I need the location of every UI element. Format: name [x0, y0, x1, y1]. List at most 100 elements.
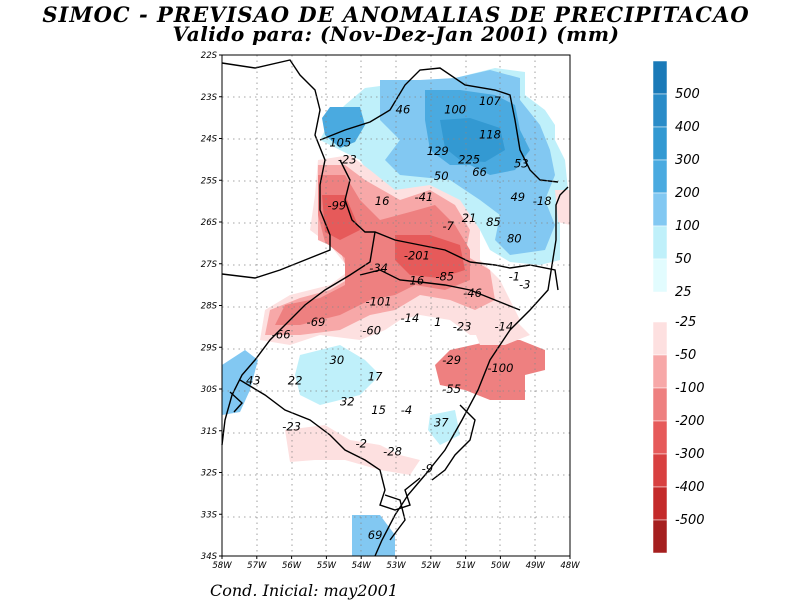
anomaly-value-label: -23 — [338, 152, 357, 166]
positive-region-ne-300 — [440, 118, 505, 162]
anomaly-value-label: -1 — [509, 269, 520, 283]
lat-tick-label: 32S — [201, 469, 218, 479]
anomaly-value-label: 30 — [330, 353, 345, 367]
lon-tick-label: 57W — [247, 561, 267, 571]
border-pr-sc — [469, 261, 559, 291]
map-title: SIMOC - PREVISAO DE ANOMALIAS DE PRECIPI… — [42, 2, 750, 27]
colorbar-label: 300 — [675, 153, 700, 168]
colorbar-swatch — [652, 93, 668, 128]
anomaly-value-label: -18 — [533, 194, 552, 208]
border-paranapanema — [319, 67, 559, 183]
anomaly-value-label: 49 — [510, 190, 525, 204]
anomaly-value-label: -100 — [487, 361, 513, 375]
colorbar-swatch — [652, 321, 668, 356]
anomaly-value-label: -69 — [307, 315, 326, 329]
border-uruguay-east — [384, 494, 406, 541]
colorbar-swatch — [652, 387, 668, 422]
colorbar-label: -300 — [675, 447, 705, 462]
anomaly-value-label: 17 — [368, 369, 383, 383]
anomaly-value-label: -23 — [453, 319, 472, 333]
anomaly-shading-layer — [222, 68, 570, 556]
anomaly-value-label: -99 — [327, 198, 346, 212]
anomaly-value-label: 37 — [434, 415, 449, 429]
lat-tick-label: 27S — [201, 260, 218, 270]
border-west-north — [221, 59, 331, 279]
anomaly-value-label: -23 — [282, 420, 301, 434]
colorbar-label: 100 — [675, 219, 700, 234]
anomaly-value-label: -29 — [442, 353, 461, 367]
colorbar-swatch — [652, 60, 668, 95]
anomaly-value-label: 105 — [329, 136, 351, 150]
coastline — [374, 186, 569, 557]
colorbar-swatch — [652, 258, 668, 293]
colorbar-swatch — [652, 354, 668, 389]
lat-tick-label: 29S — [201, 343, 218, 353]
map-subtitle: Valido para: (Nov-Dez-Jan 2001) (mm) — [172, 22, 620, 46]
colorbar-label: -50 — [675, 348, 696, 363]
anomaly-value-label: 85 — [486, 215, 501, 229]
colorbar: 500 400 300 200 100 50 25 -25 -50 -100 -200 -300 -40… — [652, 60, 705, 554]
border-uruguay-river — [221, 231, 376, 446]
anomaly-value-label: -85 — [435, 269, 454, 283]
anomaly-value-label: -4 — [401, 403, 412, 417]
anomaly-value-label: -7 — [442, 219, 454, 233]
positive-region-south — [352, 515, 395, 556]
anomaly-value-label: 100 — [444, 102, 466, 116]
lon-tick-label: 52W — [421, 561, 441, 571]
anomaly-value-label: -14 — [401, 311, 420, 325]
lon-tick-label: 50W — [491, 561, 511, 571]
lat-tick-label: 22S — [201, 51, 218, 61]
lon-tick-label: 53W — [386, 561, 406, 571]
negative-region-main-200 — [322, 195, 360, 240]
anomaly-value-label: 50 — [434, 169, 449, 183]
anomaly-value-label: -60 — [362, 324, 381, 338]
anomaly-value-label: -201 — [404, 248, 430, 262]
anomaly-value-label: -34 — [369, 261, 388, 275]
anomaly-value-label: 80 — [507, 232, 522, 246]
anomaly-value-label: -41 — [414, 190, 433, 204]
anomaly-value-label: 53 — [514, 157, 529, 171]
lat-lon-grid — [222, 55, 570, 556]
lat-tick-label: 25S — [201, 176, 218, 186]
lat-tick-label: 26S — [201, 218, 218, 228]
lon-tick-label: 56W — [282, 561, 302, 571]
anomaly-value-label: 225 — [458, 152, 480, 166]
colorbar-label: 50 — [675, 252, 692, 267]
colorbar-label: 500 — [675, 87, 700, 102]
anomaly-value-label: -2 — [355, 436, 366, 450]
lon-tick-label: 51W — [456, 561, 476, 571]
anomaly-value-label: 129 — [427, 144, 449, 158]
anomaly-value-label: 15 — [371, 403, 386, 417]
initial-condition-note: Cond. Inicial: may2001 — [210, 581, 399, 600]
lat-tick-label: 23S — [201, 93, 218, 103]
anomaly-value-label: 69 — [368, 528, 383, 542]
positive-region-central — [295, 345, 380, 405]
anomaly-value-label: 118 — [479, 127, 501, 141]
anomaly-value-label: 1 — [434, 315, 441, 329]
longitude-tick-labels: 58W 57W 56W 55W 54W 53W 52W 51W 50W 49W 48W — [212, 561, 580, 571]
anomaly-value-label: 22 — [288, 374, 303, 388]
colorbar-label: 400 — [675, 120, 700, 135]
lat-tick-label: 33S — [201, 510, 218, 520]
state-boundaries-layer — [221, 59, 569, 557]
axis-ticks — [219, 54, 571, 559]
border-iguacu — [339, 159, 471, 263]
border-sc-rs — [359, 269, 521, 311]
anomaly-value-label: 107 — [479, 94, 502, 108]
colorbar-swatch — [652, 420, 668, 455]
colorbar-swatch — [652, 225, 668, 260]
anomaly-value-label: 66 — [472, 165, 487, 179]
colorbar-label: -500 — [675, 513, 705, 528]
negative-region-main-200b — [395, 235, 465, 278]
colorbar-swatch — [652, 126, 668, 161]
colorbar-label: 200 — [675, 186, 700, 201]
lagoon — [431, 404, 476, 481]
anomaly-value-label: 16 — [410, 273, 425, 287]
border-misc — [229, 391, 243, 413]
anomaly-value-label: 32 — [340, 395, 355, 409]
anomaly-value-label: -28 — [383, 445, 402, 459]
border-uruguay-south — [239, 379, 421, 511]
lon-tick-label: 55W — [317, 561, 337, 571]
